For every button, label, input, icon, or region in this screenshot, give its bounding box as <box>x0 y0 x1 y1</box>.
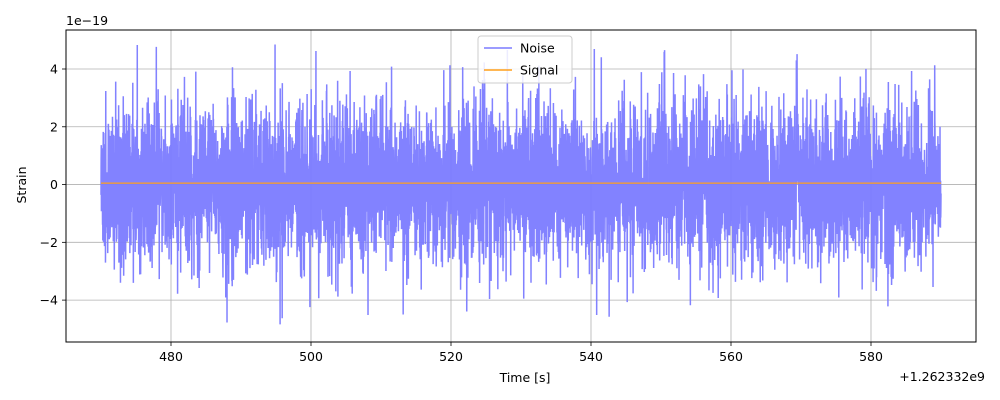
x-tick-label: 560 <box>719 349 743 364</box>
y-tick-label: −2 <box>40 235 58 250</box>
x-tick-label: 580 <box>859 349 883 364</box>
y-tick-label: 2 <box>50 119 58 134</box>
x-tick-label: 520 <box>439 349 463 364</box>
x-axis-label: Time [s] <box>499 370 551 385</box>
plot-area <box>100 44 942 325</box>
legend-label-signal: Signal <box>520 63 558 78</box>
y-tick-label: 4 <box>50 62 58 77</box>
x-tick-label: 480 <box>159 349 183 364</box>
series-noise-line <box>100 44 942 325</box>
legend-label-noise: Noise <box>520 41 555 56</box>
y-axis-label: Strain <box>14 166 29 203</box>
x-offset-label: +1.262332e9 <box>899 369 985 384</box>
y-axis: −4 −2 0 2 4 <box>40 62 66 308</box>
axes-frame <box>65 29 977 343</box>
legend: Noise Signal <box>477 35 573 84</box>
y-scale-label: 1e−19 <box>66 13 108 28</box>
x-axis: 480 500 520 540 560 580 <box>159 342 883 364</box>
x-tick-label: 540 <box>579 349 603 364</box>
y-tick-label: 0 <box>50 177 58 192</box>
y-tick-label: −4 <box>40 293 58 308</box>
x-tick-label: 500 <box>299 349 323 364</box>
